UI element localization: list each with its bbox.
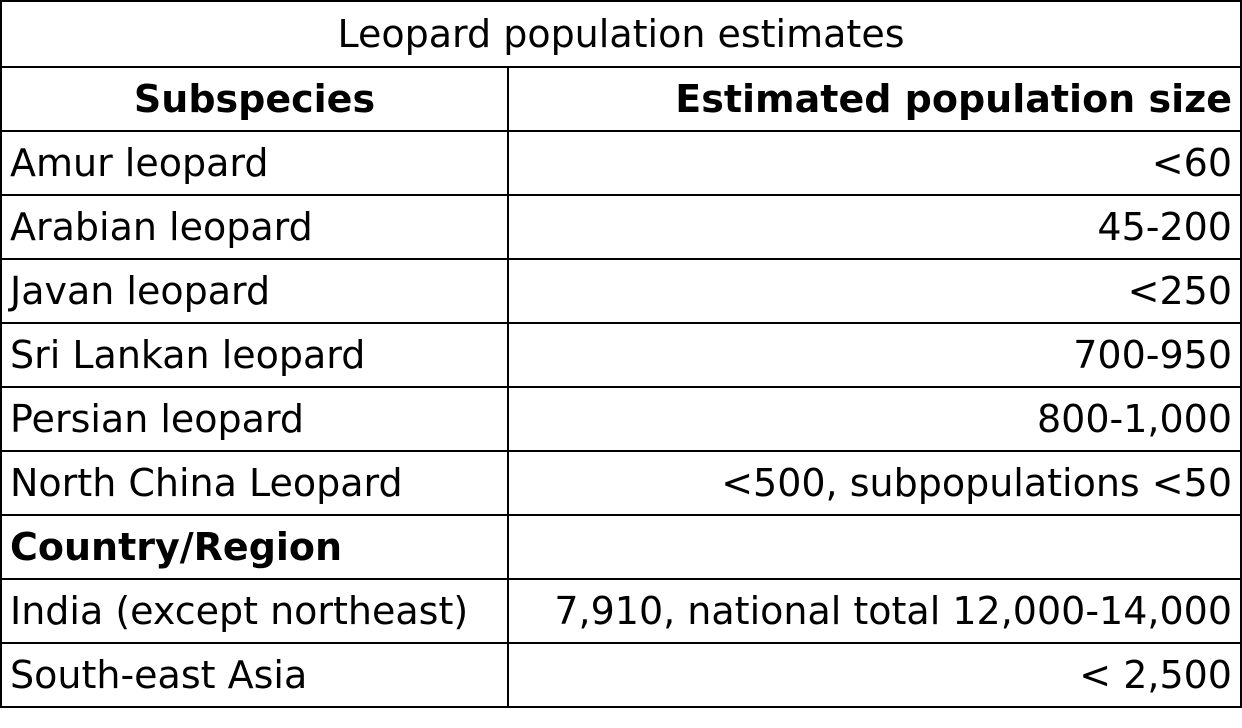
section-label-cell[interactable]: Country/Region xyxy=(0,514,509,580)
population-table: Leopard population estimates Subspecies … xyxy=(0,0,1242,708)
table-row: Amur leopard <60 xyxy=(0,130,1242,196)
subspecies-cell[interactable]: Javan leopard xyxy=(0,258,509,324)
section-empty-cell[interactable] xyxy=(507,514,1242,580)
population-cell[interactable]: <250 xyxy=(507,258,1242,324)
population-cell[interactable]: 800-1,000 xyxy=(507,386,1242,452)
subspecies-cell[interactable]: Arabian leopard xyxy=(0,194,509,260)
header-population[interactable]: Estimated population size xyxy=(507,66,1242,132)
table-title[interactable]: Leopard population estimates xyxy=(0,0,1242,68)
header-row: Subspecies Estimated population size xyxy=(0,66,1242,132)
subspecies-cell[interactable]: Amur leopard xyxy=(0,130,509,196)
section-row: Country/Region xyxy=(0,514,1242,580)
table-row: South-east Asia < 2,500 xyxy=(0,642,1242,708)
region-cell[interactable]: South-east Asia xyxy=(0,642,509,708)
header-subspecies[interactable]: Subspecies xyxy=(0,66,509,132)
table-row: Arabian leopard 45-200 xyxy=(0,194,1242,260)
subspecies-cell[interactable]: Sri Lankan leopard xyxy=(0,322,509,388)
population-cell[interactable]: <500, subpopulations <50 xyxy=(507,450,1242,516)
subspecies-cell[interactable]: North China Leopard xyxy=(0,450,509,516)
population-cell[interactable]: 700-950 xyxy=(507,322,1242,388)
table-row: North China Leopard <500, subpopulations… xyxy=(0,450,1242,516)
population-cell[interactable]: 45-200 xyxy=(507,194,1242,260)
table-row: India (except northeast) 7,910, national… xyxy=(0,578,1242,644)
subspecies-cell[interactable]: Persian leopard xyxy=(0,386,509,452)
table-row: Sri Lankan leopard 700-950 xyxy=(0,322,1242,388)
population-cell[interactable]: <60 xyxy=(507,130,1242,196)
population-cell[interactable]: < 2,500 xyxy=(507,642,1242,708)
region-cell[interactable]: India (except northeast) xyxy=(0,578,509,644)
population-cell[interactable]: 7,910, national total 12,000-14,000 xyxy=(507,578,1242,644)
table-row: Persian leopard 800-1,000 xyxy=(0,386,1242,452)
title-row: Leopard population estimates xyxy=(0,0,1242,68)
table-row: Javan leopard <250 xyxy=(0,258,1242,324)
